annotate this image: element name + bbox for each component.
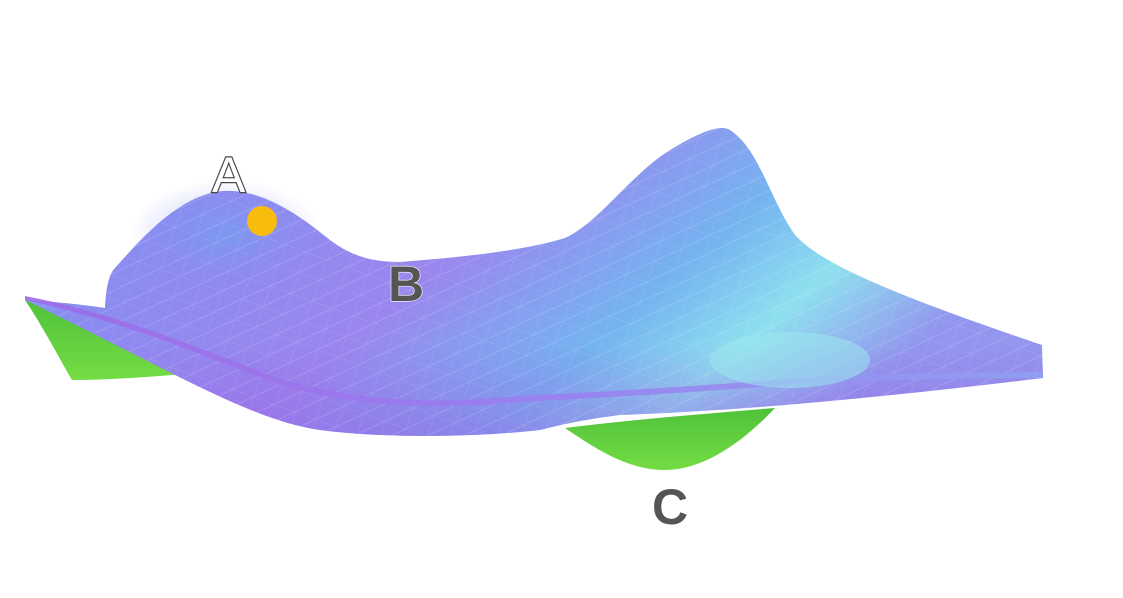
label-b: B <box>388 256 424 312</box>
marker-dot <box>247 206 277 236</box>
underside-basin <box>565 408 775 470</box>
label-c: C <box>652 479 688 535</box>
valley-highlight <box>710 332 870 388</box>
surface-mesh <box>25 128 1043 436</box>
label-a: A <box>212 147 246 203</box>
